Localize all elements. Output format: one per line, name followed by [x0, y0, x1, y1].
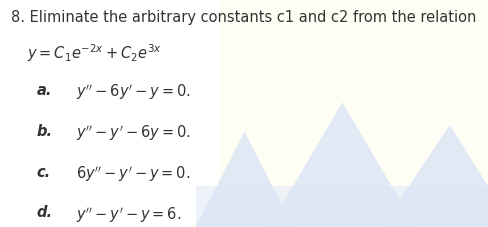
Polygon shape — [195, 132, 293, 227]
Text: a.: a. — [37, 83, 52, 98]
Text: $y'' -6y' - y = 0.$: $y'' -6y' - y = 0.$ — [76, 83, 190, 102]
Text: $y'' -y' - y = 6.$: $y'' -y' - y = 6.$ — [76, 205, 181, 225]
Text: $y'' -y' - 6y = 0.$: $y'' -y' - 6y = 0.$ — [76, 124, 190, 143]
Polygon shape — [381, 125, 488, 227]
Polygon shape — [268, 102, 415, 227]
Text: 8. Eliminate the arbitrary constants c1 and c2 from the relation: 8. Eliminate the arbitrary constants c1 … — [11, 10, 475, 25]
Polygon shape — [195, 186, 488, 227]
Text: d.: d. — [37, 205, 53, 220]
Text: $y = C_1e^{-2x} + C_2e^{3x}$: $y = C_1e^{-2x} + C_2e^{3x}$ — [27, 42, 162, 64]
Text: b.: b. — [37, 124, 53, 139]
Text: c.: c. — [37, 165, 51, 180]
Polygon shape — [220, 0, 488, 227]
Text: $6y'' -y' - y = 0.$: $6y'' -y' - y = 0.$ — [76, 165, 190, 184]
